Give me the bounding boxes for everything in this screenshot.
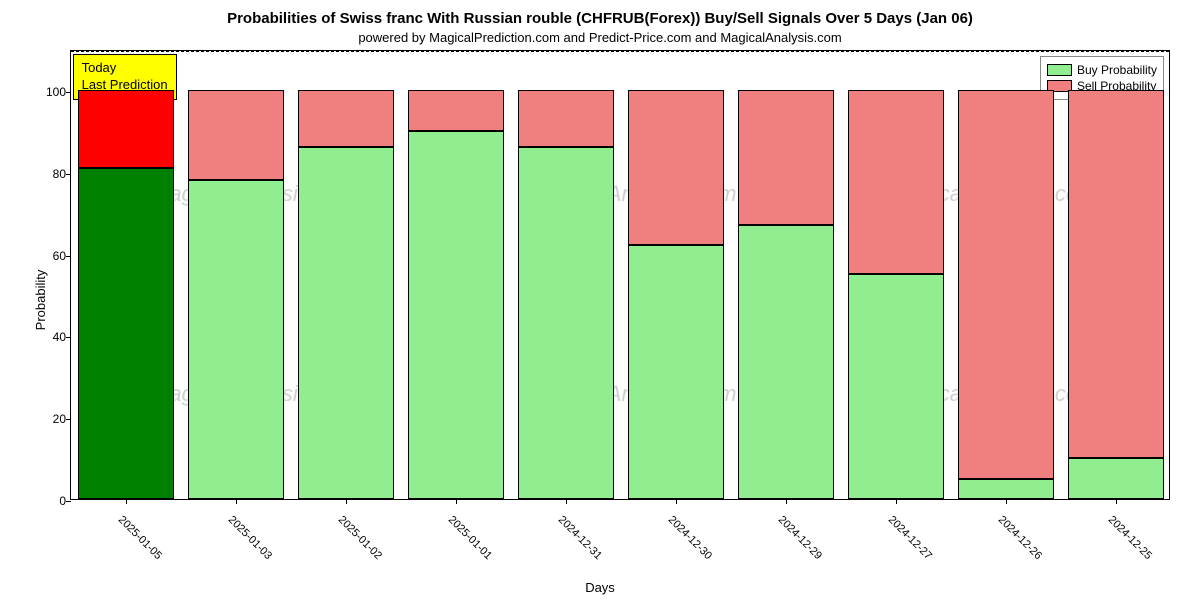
bar-sell	[298, 90, 395, 147]
chart-subtitle: powered by MagicalPrediction.com and Pre…	[0, 30, 1200, 45]
y-axis-label: Probability	[33, 270, 48, 331]
y-tick-label: 100	[36, 85, 66, 99]
bar-buy	[738, 225, 835, 499]
y-tick-mark	[66, 337, 71, 338]
bar-buy	[628, 245, 725, 499]
bar-buy	[958, 479, 1055, 499]
bar-sell	[958, 90, 1055, 479]
bar-group	[408, 49, 505, 499]
y-tick-label: 0	[36, 494, 66, 508]
x-tick-mark	[1006, 499, 1007, 504]
x-tick-label: 2024-12-27	[886, 514, 934, 562]
bar-buy	[408, 131, 505, 499]
bar-group	[958, 49, 1055, 499]
x-tick-label: 2025-01-03	[226, 514, 274, 562]
x-tick-label: 2024-12-25	[1106, 514, 1154, 562]
bar-group	[298, 49, 395, 499]
x-tick-label: 2025-01-02	[336, 514, 384, 562]
bar-group	[848, 49, 945, 499]
plot-area: MagicalAnalysis.comMagicalAnalysis.comMa…	[70, 50, 1170, 500]
bar-group	[78, 49, 175, 499]
bar-buy	[848, 274, 945, 499]
x-tick-mark	[236, 499, 237, 504]
bar-buy	[298, 147, 395, 499]
bar-sell	[518, 90, 615, 147]
bar-group	[1068, 49, 1165, 499]
x-tick-label: 2025-01-05	[116, 514, 164, 562]
x-tick-label: 2024-12-30	[666, 514, 714, 562]
y-tick-label: 80	[36, 167, 66, 181]
x-tick-mark	[346, 499, 347, 504]
y-tick-label: 40	[36, 330, 66, 344]
bar-sell	[408, 90, 505, 131]
bar-sell	[1068, 90, 1165, 458]
x-tick-mark	[896, 499, 897, 504]
x-tick-label: 2024-12-26	[996, 514, 1044, 562]
bar-sell	[848, 90, 945, 274]
y-tick-mark	[66, 256, 71, 257]
x-tick-mark	[676, 499, 677, 504]
y-tick-mark	[66, 92, 71, 93]
bar-group	[738, 49, 835, 499]
bar-sell	[188, 90, 285, 180]
bar-group	[518, 49, 615, 499]
bar-buy	[188, 180, 285, 499]
bar-sell	[738, 90, 835, 225]
x-axis-label: Days	[585, 580, 615, 595]
bar-group	[188, 49, 285, 499]
x-tick-mark	[456, 499, 457, 504]
x-tick-mark	[126, 499, 127, 504]
y-tick-mark	[66, 501, 71, 502]
y-tick-mark	[66, 174, 71, 175]
x-tick-label: 2024-12-29	[776, 514, 824, 562]
y-tick-label: 20	[36, 412, 66, 426]
chart-title: Probabilities of Swiss franc With Russia…	[0, 10, 1200, 27]
bar-sell	[628, 90, 725, 245]
x-tick-label: 2025-01-01	[446, 514, 494, 562]
x-tick-mark	[566, 499, 567, 504]
y-tick-mark	[66, 419, 71, 420]
y-tick-label: 60	[36, 249, 66, 263]
x-tick-mark	[786, 499, 787, 504]
bar-buy	[78, 168, 175, 499]
bar-sell	[78, 90, 175, 168]
bar-group	[628, 49, 725, 499]
x-tick-label: 2024-12-31	[556, 514, 604, 562]
bar-buy	[1068, 458, 1165, 499]
x-tick-mark	[1116, 499, 1117, 504]
bar-buy	[518, 147, 615, 499]
